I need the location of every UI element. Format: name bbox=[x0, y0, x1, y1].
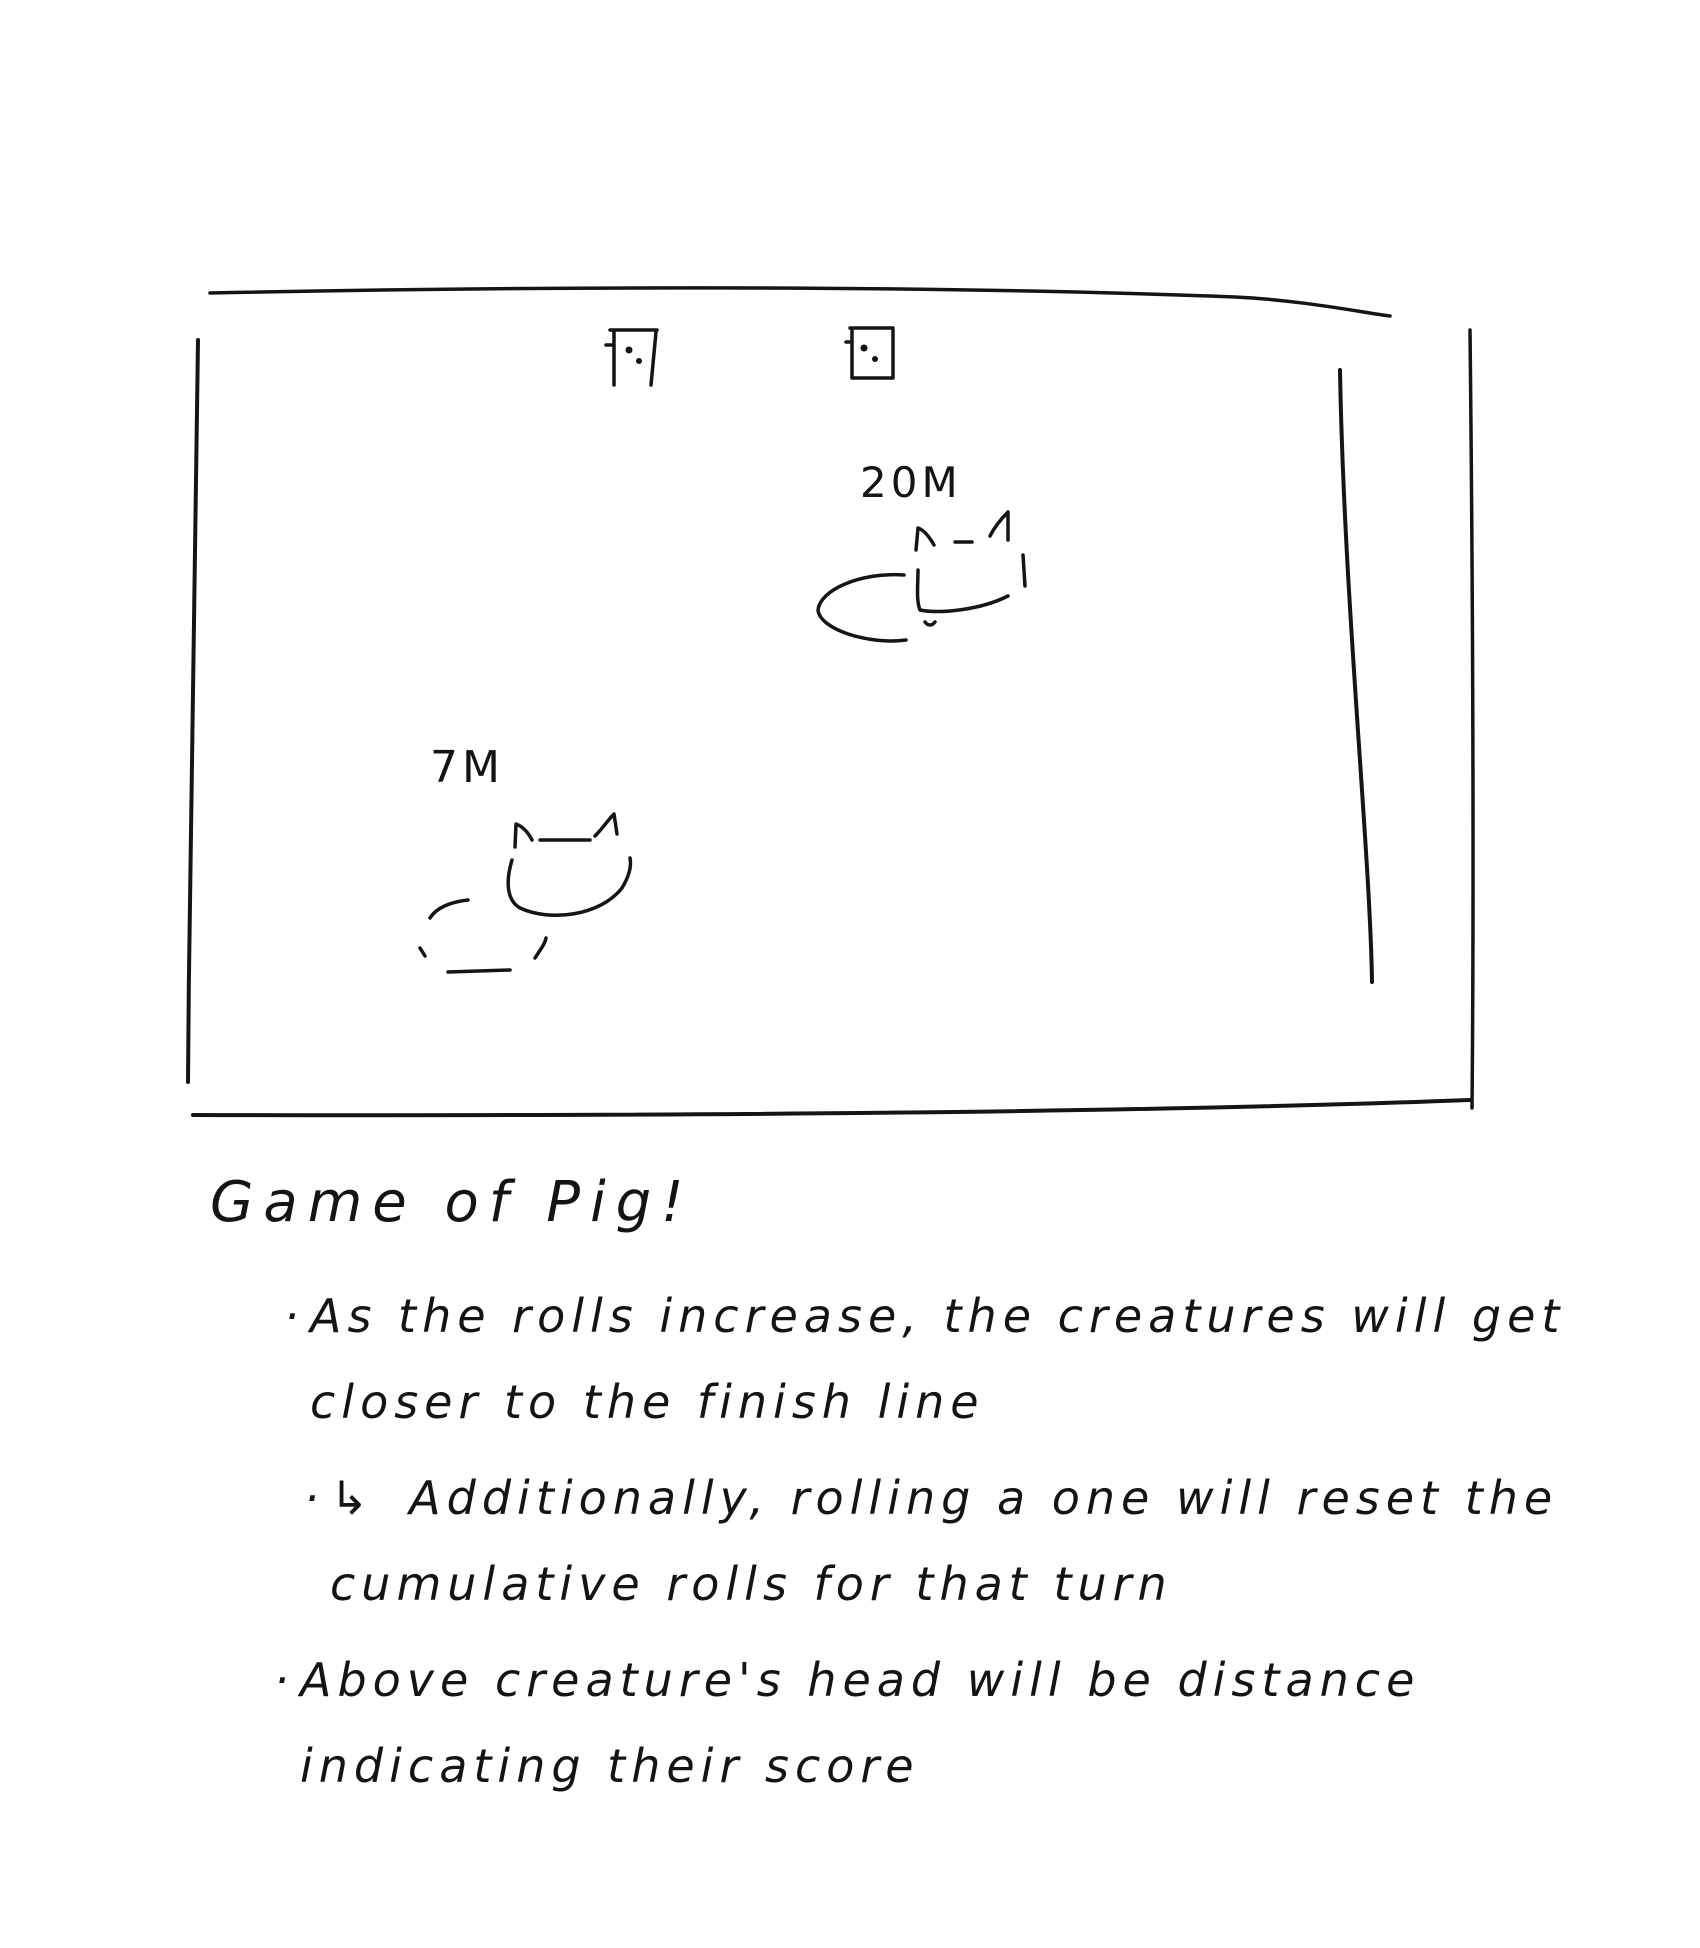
note-rolls: · As the rolls increase, the creatures w… bbox=[284, 1273, 1600, 1445]
note-reset-text: Additionally, rolling a one will reset t… bbox=[330, 1471, 1559, 1611]
creature-2-distance: 20M bbox=[860, 458, 962, 507]
notes-title: Game of Pig! bbox=[210, 1170, 694, 1235]
game-screen-frame bbox=[186, 286, 1475, 1118]
note-rolls-text: As the rolls increase, the creatures wil… bbox=[310, 1289, 1566, 1429]
note-reset: · ↳ Additionally, rolling a one will res… bbox=[304, 1455, 1600, 1627]
note-distance: · Above creature's head will be distance… bbox=[274, 1637, 1600, 1809]
die-2[interactable] bbox=[844, 326, 895, 380]
design-notes: Game of Pig! · As the rolls increase, th… bbox=[200, 1170, 1600, 1809]
arrow-icon: ↳ bbox=[330, 1471, 375, 1525]
die-1[interactable] bbox=[604, 328, 659, 387]
bullet: · bbox=[284, 1289, 305, 1343]
finish-line bbox=[1338, 368, 1374, 984]
note-distance-text: Above creature's head will be distance i… bbox=[300, 1653, 1421, 1793]
bullet: · bbox=[274, 1653, 295, 1707]
creature-1-distance: 7M bbox=[430, 742, 504, 793]
creature-1[interactable]: 7M bbox=[418, 742, 633, 974]
creature-2[interactable]: 20M bbox=[816, 458, 1027, 643]
bullet: · bbox=[304, 1471, 325, 1525]
